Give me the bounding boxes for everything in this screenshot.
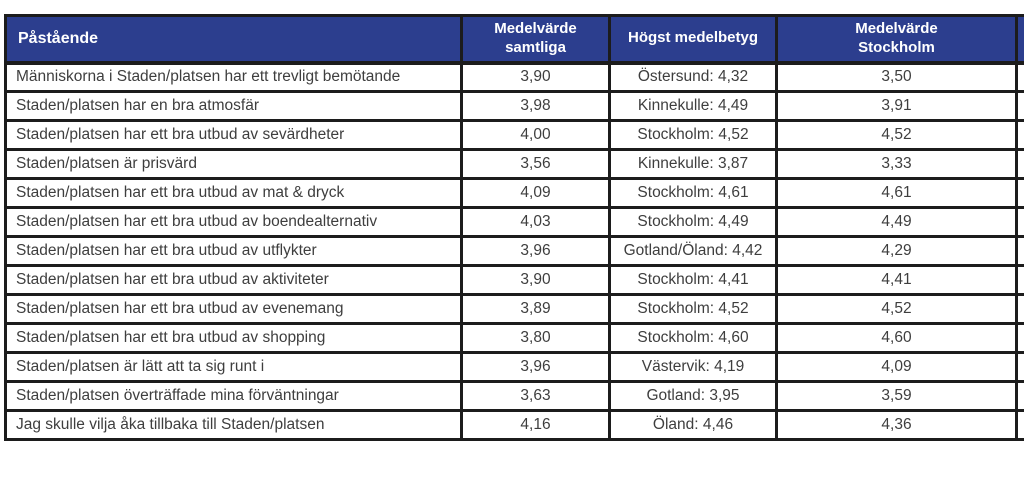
value-cell: 4,00 [460, 119, 611, 151]
value-cell: 3,90 [460, 61, 611, 93]
column-header-truncated [1015, 14, 1024, 65]
value-cell [1015, 90, 1024, 122]
table-body: Människorna i Staden/platsen har ett tre… [4, 61, 1024, 441]
value-cell: 4,52 [775, 293, 1018, 325]
value-cell: Stockholm: 4,52 [608, 119, 778, 151]
table-row: Staden/platsen har en bra atmosfär 3,98 Ki… [4, 90, 1024, 122]
value-cell: Stockholm: 4,61 [608, 177, 778, 209]
value-cell: Öland: 4,46 [608, 409, 778, 441]
value-cell: 3,50 [775, 61, 1018, 93]
table-row: Staden/platsen har ett bra utbud av mat … [4, 177, 1024, 209]
statements-table: Påstående Medelvärde samtliga Högst mede… [4, 14, 1024, 441]
value-cell [1015, 409, 1024, 441]
value-cell [1015, 61, 1024, 93]
table-row: Staden/platsen har ett bra utbud av boen… [4, 206, 1024, 238]
value-cell: 3,56 [460, 148, 611, 180]
statement-cell: Staden/platsen har ett bra utbud av utfl… [4, 235, 463, 267]
statement-cell: Staden/platsen har ett bra utbud av mat … [4, 177, 463, 209]
value-cell [1015, 293, 1024, 325]
value-cell: 4,29 [775, 235, 1018, 267]
value-cell: Västervik: 4,19 [608, 351, 778, 383]
value-cell [1015, 351, 1024, 383]
value-cell [1015, 235, 1024, 267]
value-cell: 4,09 [775, 351, 1018, 383]
value-cell [1015, 206, 1024, 238]
value-cell: 4,60 [775, 322, 1018, 354]
statement-cell: Staden/platsen har ett bra utbud av even… [4, 293, 463, 325]
table-row: Staden/platsen har ett bra utbud av even… [4, 293, 1024, 325]
statement-cell: Staden/platsen har ett bra utbud av boen… [4, 206, 463, 238]
column-header-hogst-medelbetyg: Högst medelbetyg [608, 14, 778, 65]
value-cell: 3,33 [775, 148, 1018, 180]
statement-cell: Staden/platsen är lätt att ta sig runt i [4, 351, 463, 383]
value-cell: Gotland: 3,95 [608, 380, 778, 412]
value-cell: 3,96 [460, 235, 611, 267]
value-cell: Kinnekulle: 4,49 [608, 90, 778, 122]
statement-cell: Staden/platsen har en bra atmosfär [4, 90, 463, 122]
value-cell: Östersund: 4,32 [608, 61, 778, 93]
column-header-medelvarde-samtliga: Medelvärde samtliga [460, 14, 611, 65]
value-cell: Stockholm: 4,52 [608, 293, 778, 325]
value-cell [1015, 322, 1024, 354]
value-cell: 4,61 [775, 177, 1018, 209]
value-cell [1015, 119, 1024, 151]
value-cell: 4,16 [460, 409, 611, 441]
statement-cell: Människorna i Staden/platsen har ett tre… [4, 61, 463, 93]
table-row: Staden/platsen är lätt att ta sig runt i… [4, 351, 1024, 383]
value-cell: 3,90 [460, 264, 611, 296]
value-cell [1015, 148, 1024, 180]
value-cell: 4,52 [775, 119, 1018, 151]
statement-cell: Staden/platsen har ett bra utbud av shop… [4, 322, 463, 354]
value-cell: 4,09 [460, 177, 611, 209]
statement-cell: Staden/platsen har ett bra utbud av akti… [4, 264, 463, 296]
value-cell [1015, 380, 1024, 412]
table-row: Staden/platsen har ett bra utbud av shop… [4, 322, 1024, 354]
statement-cell: Staden/platsen överträffade mina förvänt… [4, 380, 463, 412]
value-cell: 3,80 [460, 322, 611, 354]
table-row: Staden/platsen är prisvärd 3,56 Kinnekulle… [4, 148, 1024, 180]
column-header-medelvarde-stockholm: Medelvärde Stockholm [775, 14, 1018, 65]
table-row: Staden/platsen har ett bra utbud av utfl… [4, 235, 1024, 267]
value-cell: 4,49 [775, 206, 1018, 238]
value-cell: 3,63 [460, 380, 611, 412]
value-cell: Kinnekulle: 3,87 [608, 148, 778, 180]
value-cell: 4,36 [775, 409, 1018, 441]
value-cell: Stockholm: 4,41 [608, 264, 778, 296]
statement-cell: Staden/platsen har ett bra utbud av sevä… [4, 119, 463, 151]
value-cell: Stockholm: 4,60 [608, 322, 778, 354]
column-header-pastaende: Påstående [4, 14, 463, 65]
table-row: Människorna i Staden/platsen har ett tre… [4, 61, 1024, 93]
value-cell: 3,91 [775, 90, 1018, 122]
value-cell: 4,03 [460, 206, 611, 238]
value-cell [1015, 177, 1024, 209]
value-cell: 3,59 [775, 380, 1018, 412]
table-row: Staden/platsen överträffade mina förvänt… [4, 380, 1024, 412]
statement-cell: Staden/platsen är prisvärd [4, 148, 463, 180]
value-cell: Stockholm: 4,49 [608, 206, 778, 238]
value-cell: Gotland/Öland: 4,42 [608, 235, 778, 267]
table-row: Staden/platsen har ett bra utbud av akti… [4, 264, 1024, 296]
table-header-row: Påstående Medelvärde samtliga Högst mede… [4, 14, 1024, 65]
value-cell: 4,41 [775, 264, 1018, 296]
value-cell: 3,96 [460, 351, 611, 383]
table-row: Jag skulle vilja åka tillbaka till Stade… [4, 409, 1024, 441]
value-cell: 3,89 [460, 293, 611, 325]
value-cell [1015, 264, 1024, 296]
value-cell: 3,98 [460, 90, 611, 122]
table-row: Staden/platsen har ett bra utbud av sevä… [4, 119, 1024, 151]
statement-cell: Jag skulle vilja åka tillbaka till Stade… [4, 409, 463, 441]
